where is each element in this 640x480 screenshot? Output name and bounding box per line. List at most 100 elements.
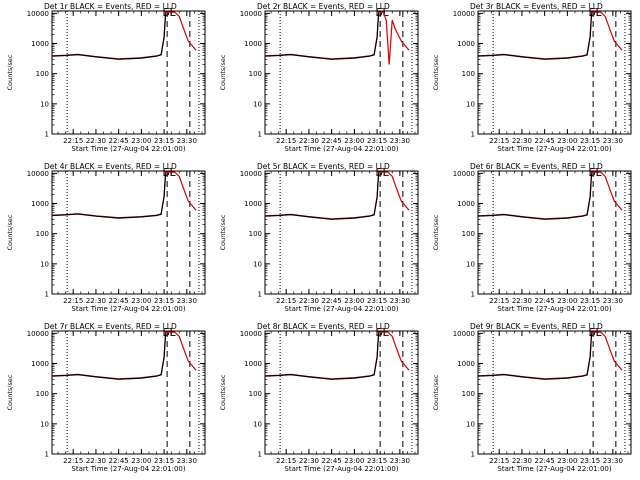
y-tick-label: 100 [249, 70, 262, 78]
y-tick-label: 1 [258, 451, 262, 459]
y-tick-label: 1000 [31, 40, 49, 48]
y-tick-label: 100 [36, 230, 49, 238]
detector-panel: Det 2r BLACK = Events, RED = LLD 1 10 100 10… [219, 2, 419, 153]
y-tick-label: 10 [40, 420, 49, 428]
x-tick-label: 22:30 [86, 137, 106, 145]
panel-title: Det 4r BLACK = Events, RED = LLD [44, 162, 177, 171]
y-tick-label: 1 [45, 451, 49, 459]
y-tick-label: 10000 [240, 10, 262, 18]
y-tick-label: 10000 [27, 170, 49, 178]
x-tick-label: 23:00 [131, 457, 151, 465]
detector-panel: Det 4r BLACK = Events, RED = LLD 1 10 100 10… [6, 162, 206, 313]
lld-series-line [265, 11, 410, 65]
x-tick-label: 23:15 [580, 137, 600, 145]
y-tick-label: 100 [462, 70, 475, 78]
x-tick-label: 23:00 [131, 297, 151, 305]
y-tick-label: 1 [258, 291, 262, 299]
y-tick-label: 10000 [27, 10, 49, 18]
x-tick-label: 22:15 [276, 457, 296, 465]
y-axis-label: Counts/sec [219, 374, 227, 410]
plot-frame [51, 330, 206, 455]
x-axis-label: Start Time (27-Aug-04 22:01:00) [497, 145, 611, 153]
lld-series-line [265, 331, 410, 380]
x-tick-label: 23:30 [177, 297, 197, 305]
y-tick-label: 1000 [31, 360, 49, 368]
x-tick-label: 22:45 [322, 297, 342, 305]
panel-title: Det 8r BLACK = Events, RED = LLD [257, 322, 390, 331]
y-tick-label: 10000 [27, 330, 49, 338]
y-tick-label: 1000 [244, 200, 262, 208]
x-tick-label: 23:15 [154, 457, 174, 465]
y-tick-label: 10 [466, 100, 475, 108]
lld-series-line [52, 331, 197, 380]
x-tick-label: 23:30 [177, 137, 197, 145]
y-tick-label: 1000 [244, 40, 262, 48]
panel-title: Det 9r BLACK = Events, RED = LLD [470, 322, 603, 331]
panel-title: Det 1r BLACK = Events, RED = LLD [44, 2, 177, 11]
x-tick-label: 23:30 [177, 457, 197, 465]
events-series-line [478, 13, 593, 60]
x-tick-label: 22:45 [535, 457, 555, 465]
plot-frame [477, 330, 632, 455]
y-tick-label: 100 [249, 390, 262, 398]
x-tick-label: 23:15 [154, 137, 174, 145]
x-tick-label: 22:30 [299, 137, 319, 145]
lld-series-line [478, 331, 623, 380]
y-tick-label: 1 [471, 291, 475, 299]
detector-panel: Det 7r BLACK = Events, RED = LLD 1 10 100 10… [6, 322, 206, 473]
y-tick-label: 10000 [240, 330, 262, 338]
x-tick-label: 22:15 [276, 297, 296, 305]
x-tick-label: 22:45 [109, 137, 129, 145]
y-tick-label: 1 [258, 131, 262, 139]
plot-frame [51, 170, 206, 295]
x-tick-label: 23:30 [603, 457, 623, 465]
x-tick-label: 22:45 [109, 297, 129, 305]
y-tick-label: 1000 [457, 200, 475, 208]
x-axis-label: Start Time (27-Aug-04 22:01:00) [284, 305, 398, 313]
y-axis-label: Counts/sec [6, 374, 14, 410]
panel-title: Det 7r BLACK = Events, RED = LLD [44, 322, 177, 331]
x-tick-label: 22:30 [86, 297, 106, 305]
events-series-line [478, 173, 593, 220]
x-axis-label: Start Time (27-Aug-04 22:01:00) [497, 305, 611, 313]
y-tick-label: 10 [253, 100, 262, 108]
x-tick-label: 23:15 [580, 297, 600, 305]
y-tick-label: 10000 [240, 170, 262, 178]
plot-frame [51, 10, 206, 135]
detector-panel: Det 3r BLACK = Events, RED = LLD 1 10 100 10… [432, 2, 632, 153]
x-tick-label: 23:30 [390, 297, 410, 305]
y-tick-label: 10 [253, 260, 262, 268]
y-tick-label: 10000 [453, 10, 475, 18]
y-tick-label: 1000 [457, 40, 475, 48]
y-tick-label: 10 [466, 260, 475, 268]
y-axis-label: Counts/sec [432, 54, 440, 90]
y-tick-label: 10000 [453, 170, 475, 178]
y-tick-label: 100 [462, 390, 475, 398]
x-tick-label: 23:15 [367, 297, 387, 305]
x-tick-label: 22:15 [63, 297, 83, 305]
x-axis-label: Start Time (27-Aug-04 22:01:00) [71, 145, 185, 153]
panel-title: Det 2r BLACK = Events, RED = LLD [257, 2, 390, 11]
events-series-line [265, 173, 380, 220]
x-tick-label: 23:00 [557, 457, 577, 465]
y-axis-label: Counts/sec [6, 54, 14, 90]
x-tick-label: 23:00 [344, 457, 364, 465]
x-tick-label: 23:00 [344, 137, 364, 145]
x-tick-label: 22:30 [512, 137, 532, 145]
lld-series-line [478, 171, 623, 220]
panel-title: Det 6r BLACK = Events, RED = LLD [470, 162, 603, 171]
events-series-line [478, 333, 593, 380]
y-tick-label: 10 [40, 100, 49, 108]
x-tick-label: 23:15 [367, 137, 387, 145]
y-tick-label: 1 [471, 131, 475, 139]
y-tick-label: 10 [466, 420, 475, 428]
lld-series-line [52, 11, 197, 60]
y-axis-label: Counts/sec [432, 214, 440, 250]
x-tick-label: 22:45 [322, 137, 342, 145]
x-tick-label: 22:45 [109, 457, 129, 465]
x-axis-label: Start Time (27-Aug-04 22:01:00) [71, 305, 185, 313]
events-series-line [265, 13, 380, 60]
x-tick-label: 22:15 [489, 457, 509, 465]
x-tick-label: 22:15 [63, 137, 83, 145]
